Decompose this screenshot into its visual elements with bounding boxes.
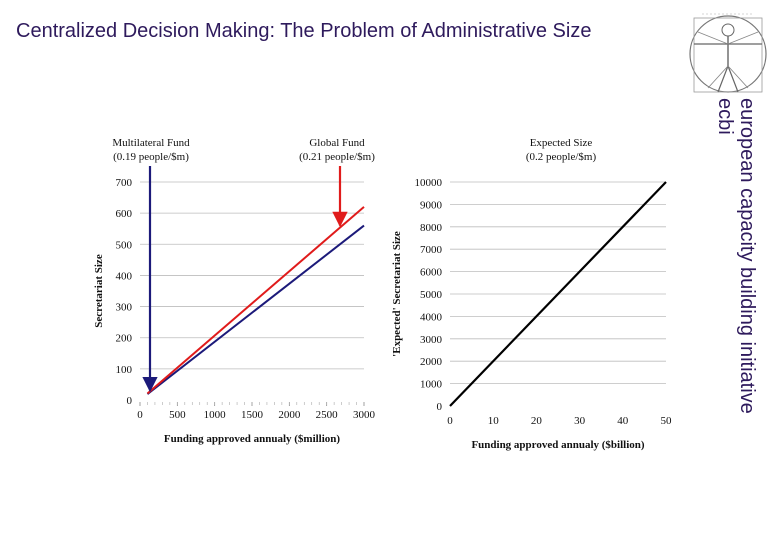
- right-chart-ytick-label-9: 9000: [420, 199, 443, 211]
- right-chart-xtick-label-5: 50: [661, 415, 673, 427]
- right-chart-xtick-label-4: 40: [617, 415, 629, 427]
- left-chart-series-line-0: [146, 224, 365, 395]
- global-fund-name: Global Fund: [309, 137, 365, 149]
- left-chart-xtick-label-0: 0: [137, 409, 143, 421]
- left-chart-x-axis-label: Funding approved annualy ($million): [164, 433, 340, 445]
- right-chart-ytick-label-10: 10000: [415, 177, 443, 189]
- global-fund-rate: (0.21 people/$m): [299, 151, 375, 163]
- right-chart-xtick-label-2: 20: [531, 415, 543, 427]
- multilateral-fund-rate: (0.19 people/$m): [113, 151, 189, 163]
- left-chart-xtick-label-6: 3000: [353, 409, 376, 421]
- left-chart-xtick-label-4: 2000: [278, 409, 301, 421]
- slide-title: Centralized Decision Making: The Problem…: [16, 20, 592, 42]
- left-chart-xtick-label-1: 500: [169, 409, 186, 421]
- left-chart-ytick-label-6: 600: [116, 208, 133, 220]
- right-chart-xtick-label-1: 10: [488, 415, 500, 427]
- left-chart-xtick-label-5: 2500: [316, 409, 339, 421]
- right-chart-xtick-label-3: 30: [574, 415, 586, 427]
- right-chart-ytick-label-3: 3000: [420, 334, 443, 346]
- right-chart-ytick-label-2: 2000: [420, 356, 443, 368]
- left-chart-ytick-label-0: 0: [127, 395, 133, 407]
- left-chart-y-axis-label: Secretariat Size: [93, 254, 105, 328]
- right-chart-xtick-label-0: 0: [447, 415, 453, 427]
- multilateral-fund-name: Multilateral Fund: [112, 137, 190, 149]
- left-chart-ytick-label-5: 500: [116, 239, 133, 251]
- left-chart-ytick-label-1: 100: [116, 364, 133, 376]
- left-chart-series-line-1: [146, 206, 365, 395]
- right-chart-ytick-label-4: 4000: [420, 311, 443, 323]
- left-chart-ytick-label-3: 300: [116, 302, 133, 314]
- right-chart-series-line-0: [449, 181, 667, 407]
- right-chart-ytick-label-1: 1000: [420, 379, 443, 391]
- right-chart-ytick-label-8: 8000: [420, 222, 443, 234]
- right-chart-ytick-label-6: 6000: [420, 267, 443, 279]
- left-chart-ytick-label-4: 400: [116, 270, 133, 282]
- expected-size-rate: (0.2 people/$m): [525, 151, 597, 163]
- left-chart-ytick-label-7: 700: [116, 177, 133, 189]
- vitruvian-man-logo: [689, 13, 767, 93]
- right-chart-ytick-label-7: 7000: [420, 244, 443, 256]
- global-fund-label: Global Fund (0.21 people/$m): [272, 136, 402, 164]
- expected-size-name: Expected Size: [529, 137, 593, 149]
- right-chart-x-axis-label: Funding approved annualy ($billion): [471, 439, 644, 451]
- left-chart-xtick-label-2: 1000: [204, 409, 227, 421]
- left-chart-xtick-label-3: 1500: [241, 409, 264, 421]
- expected-size-label: Expected Size (0.2 people/$m): [496, 136, 626, 164]
- left-chart-ytick-label-2: 200: [116, 333, 133, 345]
- right-chart-ytick-label-0: 0: [437, 401, 443, 413]
- right-chart-ytick-label-5: 5000: [420, 289, 443, 301]
- multilateral-fund-label: Multilateral Fund (0.19 people/$m): [86, 136, 216, 164]
- right-chart-y-axis-label: 'Expected' Secretariat Size: [391, 231, 403, 357]
